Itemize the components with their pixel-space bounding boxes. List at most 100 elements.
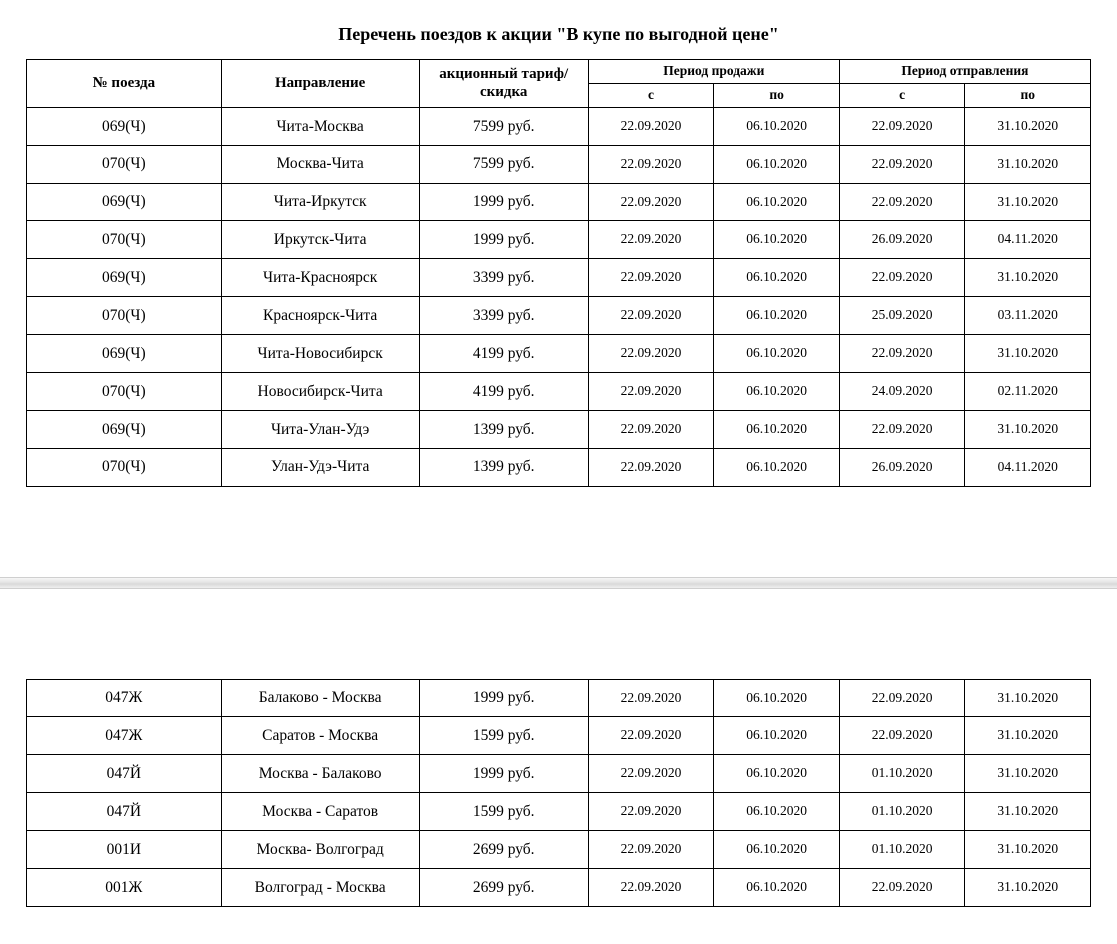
cell-tariff: 4199 руб. (419, 335, 588, 373)
cell-dep-from: 25.09.2020 (839, 297, 965, 335)
table-row: 047ЙМосква - Балаково1999 руб.22.09.2020… (27, 755, 1091, 793)
cell-dep-from: 22.09.2020 (839, 868, 965, 906)
table-row: 069(Ч)Чита-Москва7599 руб.22.09.202006.1… (27, 107, 1091, 145)
cell-direction: Новосибирск-Чита (221, 372, 419, 410)
cell-dep-to: 04.11.2020 (965, 448, 1091, 486)
cell-sale-to: 06.10.2020 (714, 107, 840, 145)
cell-tariff: 1599 руб. (419, 717, 588, 755)
cell-dep-to: 31.10.2020 (965, 183, 1091, 221)
cell-dep-to: 31.10.2020 (965, 259, 1091, 297)
cell-tariff: 1999 руб. (419, 183, 588, 221)
cell-sale-from: 22.09.2020 (588, 679, 714, 717)
th-dep-from: с (839, 83, 965, 107)
cell-sale-from: 22.09.2020 (588, 145, 714, 183)
cell-direction: Красноярск-Чита (221, 297, 419, 335)
cell-direction: Чита-Красноярск (221, 259, 419, 297)
cell-sale-from: 22.09.2020 (588, 755, 714, 793)
cell-train: 047Ж (27, 679, 222, 717)
cell-train: 047Ж (27, 717, 222, 755)
page-title: Перечень поездов к акции "В купе по выго… (0, 24, 1117, 45)
cell-dep-from: 01.10.2020 (839, 755, 965, 793)
cell-dep-to: 31.10.2020 (965, 755, 1091, 793)
cell-sale-from: 22.09.2020 (588, 259, 714, 297)
cell-sale-from: 22.09.2020 (588, 793, 714, 831)
cell-train: 069(Ч) (27, 259, 222, 297)
cell-dep-from: 01.10.2020 (839, 831, 965, 869)
cell-sale-to: 06.10.2020 (714, 448, 840, 486)
cell-tariff: 1999 руб. (419, 755, 588, 793)
table-row: 069(Ч)Чита-Новосибирск4199 руб.22.09.202… (27, 335, 1091, 373)
cell-direction: Чита-Москва (221, 107, 419, 145)
trains-table-1: № поезда Направление акционный тариф/ски… (26, 59, 1091, 487)
cell-direction: Чита-Новосибирск (221, 335, 419, 373)
cell-train: 001Ж (27, 868, 222, 906)
table-row: 070(Ч)Улан-Удэ-Чита1399 руб.22.09.202006… (27, 448, 1091, 486)
cell-tariff: 1399 руб. (419, 448, 588, 486)
cell-tariff: 3399 руб. (419, 297, 588, 335)
th-sale-to: по (714, 83, 840, 107)
cell-dep-to: 31.10.2020 (965, 831, 1091, 869)
table-row: 001ИМосква- Волгоград2699 руб.22.09.2020… (27, 831, 1091, 869)
table-row: 069(Ч)Чита-Иркутск1999 руб.22.09.202006.… (27, 183, 1091, 221)
cell-train: 070(Ч) (27, 145, 222, 183)
trains-table-2: 047ЖБалаково - Москва1999 руб.22.09.2020… (26, 679, 1091, 907)
cell-tariff: 1399 руб. (419, 410, 588, 448)
th-sale-period: Период продажи (588, 60, 839, 84)
cell-sale-to: 06.10.2020 (714, 221, 840, 259)
cell-sale-to: 06.10.2020 (714, 297, 840, 335)
cell-sale-to: 06.10.2020 (714, 755, 840, 793)
cell-direction: Волгоград - Москва (221, 868, 419, 906)
table-row: 070(Ч)Красноярск-Чита3399 руб.22.09.2020… (27, 297, 1091, 335)
cell-direction: Иркутск-Чита (221, 221, 419, 259)
cell-direction: Чита-Иркутск (221, 183, 419, 221)
cell-sale-to: 06.10.2020 (714, 145, 840, 183)
cell-sale-from: 22.09.2020 (588, 297, 714, 335)
cell-dep-from: 24.09.2020 (839, 372, 965, 410)
table-row: 047ЙМосква - Саратов1599 руб.22.09.20200… (27, 793, 1091, 831)
th-sale-from: с (588, 83, 714, 107)
cell-sale-from: 22.09.2020 (588, 717, 714, 755)
cell-tariff: 4199 руб. (419, 372, 588, 410)
cell-train: 001И (27, 831, 222, 869)
table-row: 047ЖБалаково - Москва1999 руб.22.09.2020… (27, 679, 1091, 717)
cell-tariff: 7599 руб. (419, 107, 588, 145)
cell-sale-from: 22.09.2020 (588, 410, 714, 448)
cell-sale-from: 22.09.2020 (588, 221, 714, 259)
table-row: 070(Ч)Иркутск-Чита1999 руб.22.09.202006.… (27, 221, 1091, 259)
th-dep-period: Период отправления (839, 60, 1090, 84)
cell-tariff: 1999 руб. (419, 221, 588, 259)
cell-sale-to: 06.10.2020 (714, 793, 840, 831)
cell-dep-from: 22.09.2020 (839, 145, 965, 183)
cell-dep-to: 31.10.2020 (965, 868, 1091, 906)
table-row: 069(Ч)Чита-Улан-Удэ1399 руб.22.09.202006… (27, 410, 1091, 448)
cell-tariff: 2699 руб. (419, 868, 588, 906)
cell-sale-to: 06.10.2020 (714, 831, 840, 869)
cell-train: 070(Ч) (27, 221, 222, 259)
table-row: 047ЖСаратов - Москва1599 руб.22.09.20200… (27, 717, 1091, 755)
th-dep-to: по (965, 83, 1091, 107)
cell-train: 047Й (27, 755, 222, 793)
cell-train: 047Й (27, 793, 222, 831)
cell-sale-from: 22.09.2020 (588, 831, 714, 869)
cell-train: 069(Ч) (27, 410, 222, 448)
cell-dep-from: 22.09.2020 (839, 107, 965, 145)
cell-sale-to: 06.10.2020 (714, 183, 840, 221)
cell-sale-to: 06.10.2020 (714, 868, 840, 906)
cell-direction: Москва-Чита (221, 145, 419, 183)
cell-dep-to: 31.10.2020 (965, 717, 1091, 755)
cell-tariff: 1599 руб. (419, 793, 588, 831)
table-row: 069(Ч)Чита-Красноярск3399 руб.22.09.2020… (27, 259, 1091, 297)
cell-sale-to: 06.10.2020 (714, 335, 840, 373)
cell-dep-from: 22.09.2020 (839, 717, 965, 755)
cell-dep-from: 26.09.2020 (839, 221, 965, 259)
cell-direction: Москва - Балаково (221, 755, 419, 793)
cell-train: 070(Ч) (27, 297, 222, 335)
cell-dep-to: 31.10.2020 (965, 335, 1091, 373)
table-row: 070(Ч)Новосибирск-Чита4199 руб.22.09.202… (27, 372, 1091, 410)
cell-sale-from: 22.09.2020 (588, 183, 714, 221)
cell-direction: Москва- Волгоград (221, 831, 419, 869)
cell-dep-to: 31.10.2020 (965, 410, 1091, 448)
cell-dep-from: 22.09.2020 (839, 410, 965, 448)
cell-sale-to: 06.10.2020 (714, 717, 840, 755)
cell-tariff: 7599 руб. (419, 145, 588, 183)
